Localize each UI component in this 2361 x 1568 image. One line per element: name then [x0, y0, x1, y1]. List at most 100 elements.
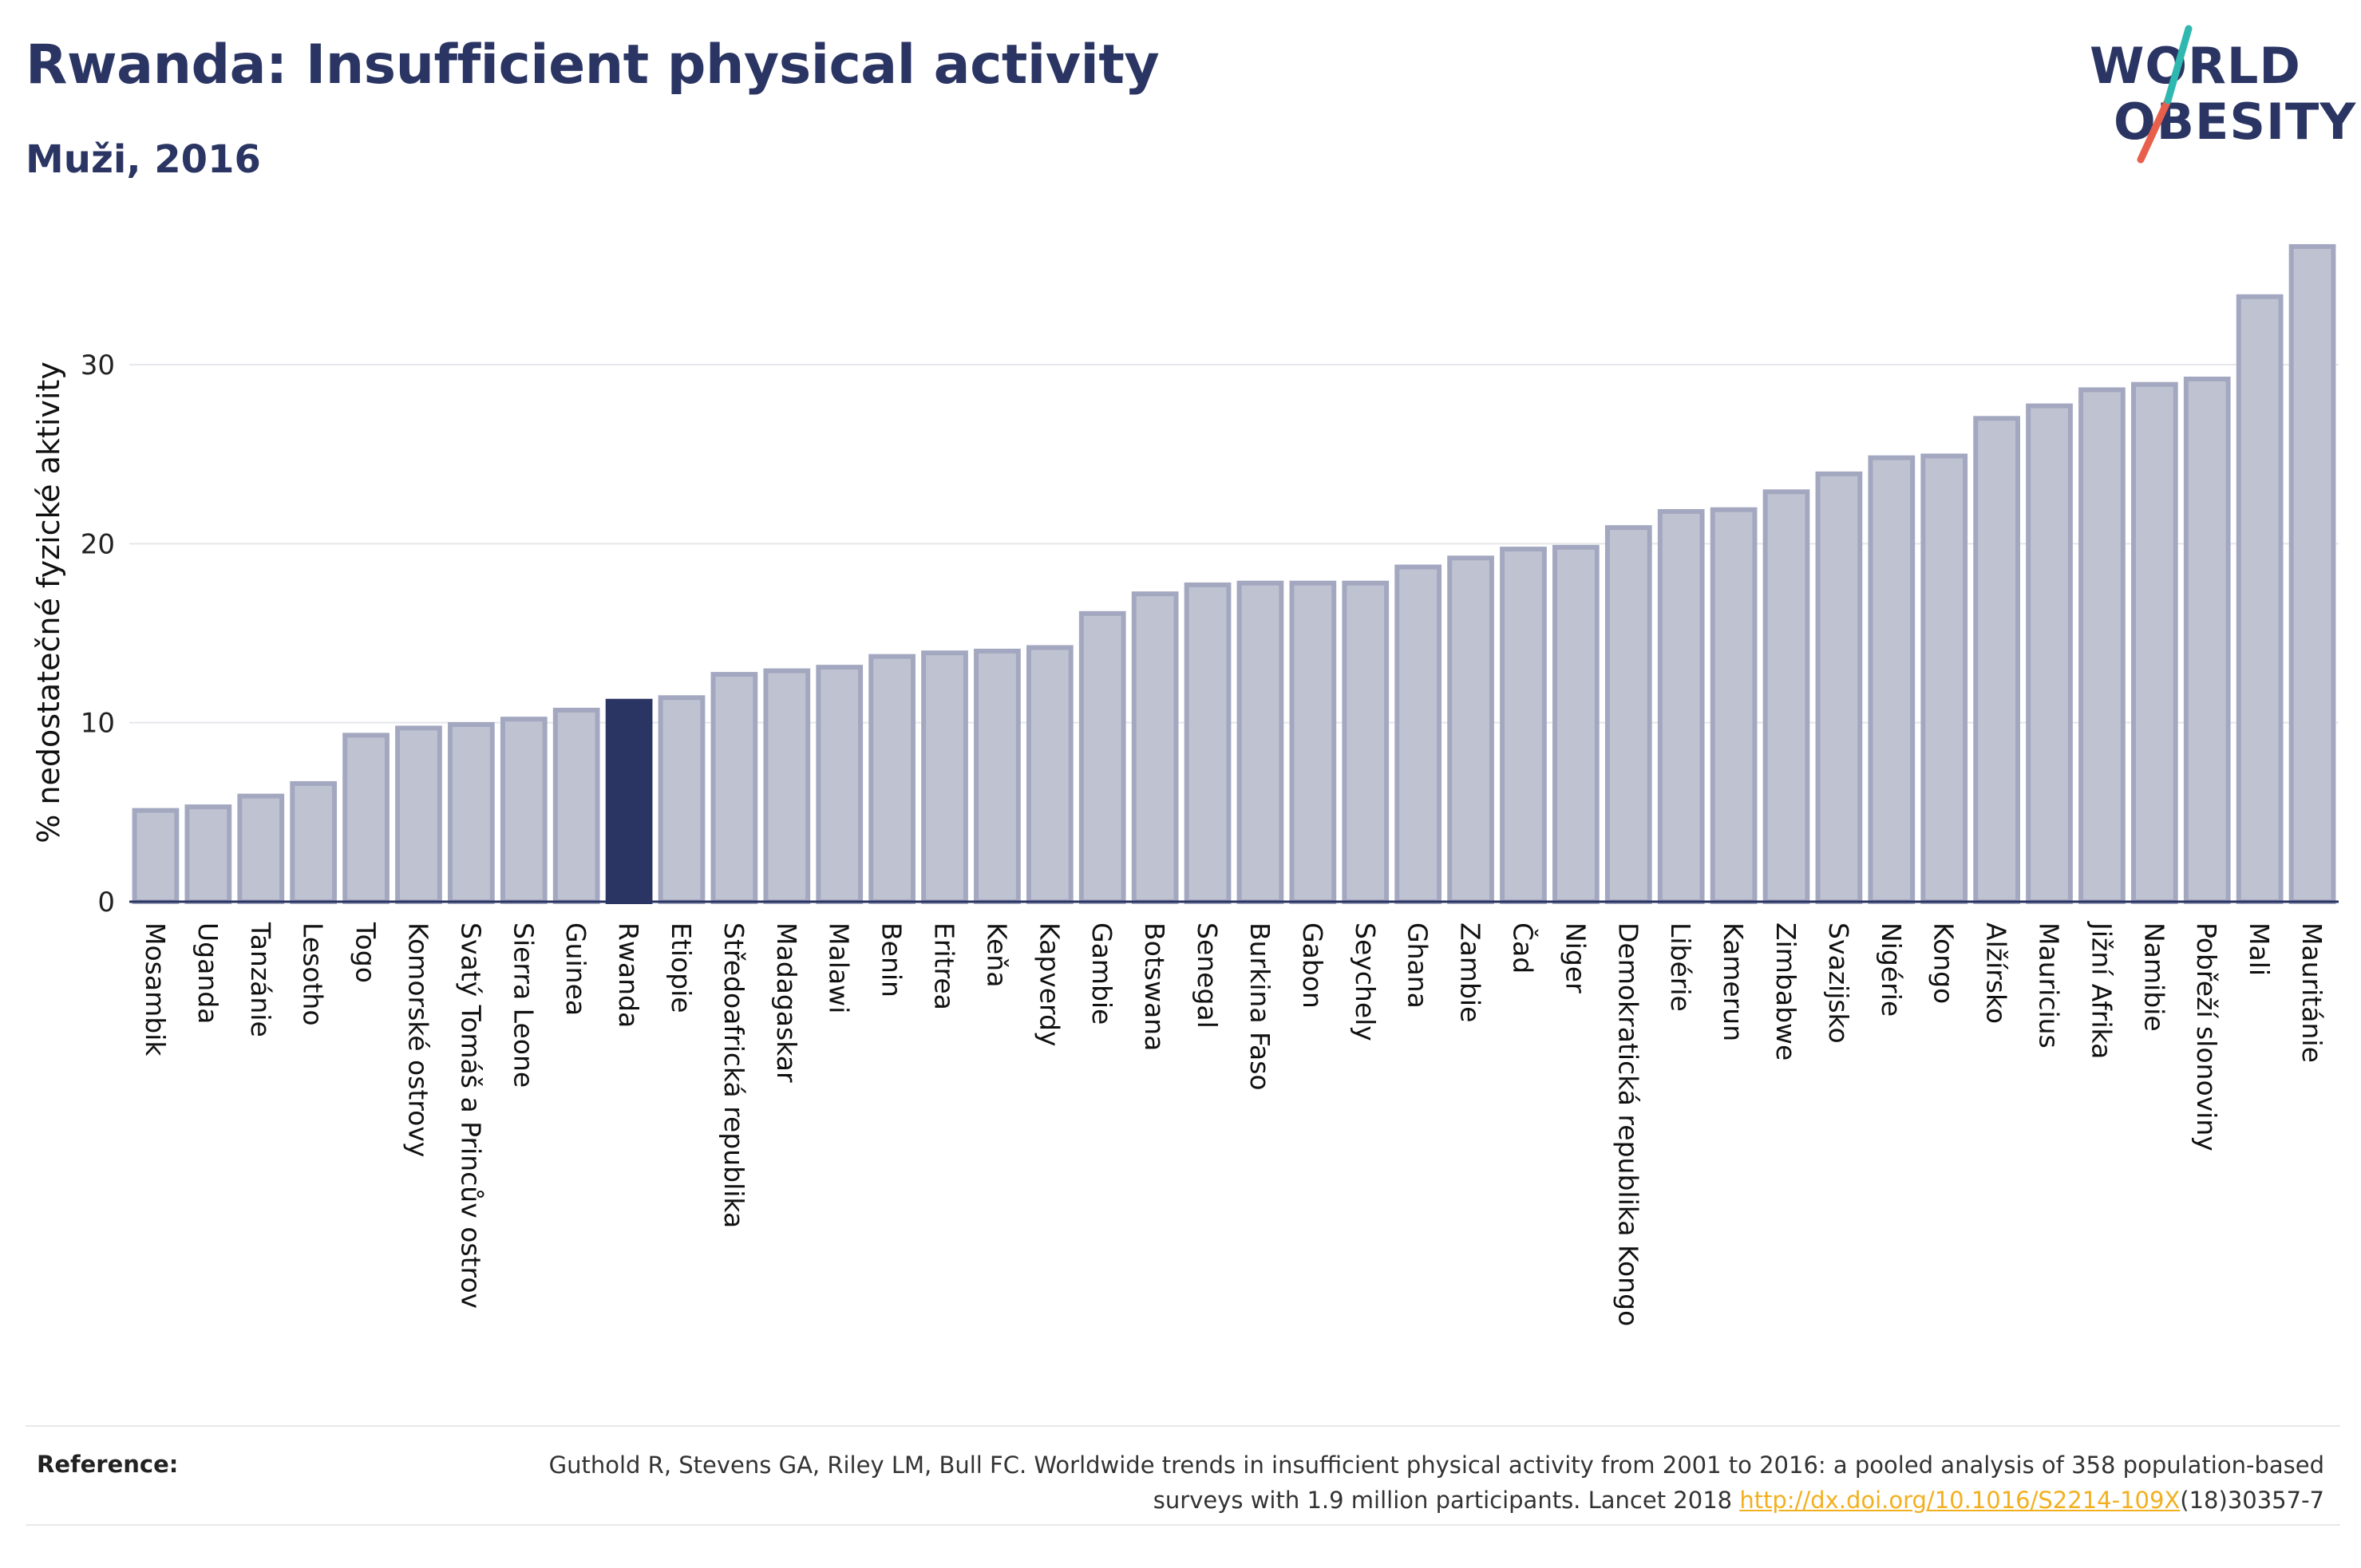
x-tick-label: Namibie: [2138, 922, 2169, 1032]
y-axis-title: % nedostatečné fyzické aktivity: [31, 361, 66, 843]
x-tick-label: Kapverdy: [1034, 922, 1065, 1047]
x-tick-label: Zambie: [1455, 922, 1486, 1022]
reference-label: Reference:: [37, 1451, 179, 1478]
x-tick-label: Kongo: [1928, 922, 1960, 1004]
logo-line2: OBESITY: [2114, 93, 2357, 151]
x-tick-label: Malawi: [824, 922, 855, 1013]
bar: [1184, 582, 1232, 904]
x-tick-label: Sierra Leone: [508, 922, 539, 1088]
x-tick-label: Jižní Afrika: [2086, 921, 2117, 1059]
bar: [658, 695, 706, 904]
x-tick-label: Eritrea: [929, 922, 960, 1010]
logo-slash-icon: [2137, 25, 2193, 164]
bar: [2288, 243, 2336, 904]
x-tick-label: Libérie: [1665, 922, 1696, 1012]
x-tick-label: Mosambik: [140, 922, 171, 1057]
bar: [2130, 381, 2178, 904]
bar: [342, 733, 390, 904]
bar: [816, 665, 864, 904]
x-tick-label: Tanzánie: [245, 922, 276, 1037]
bar: [1815, 471, 1863, 904]
x-tick-label: Pobřeží slonoviny: [2191, 922, 2222, 1151]
bar: [290, 780, 338, 904]
bar: [2236, 294, 2284, 904]
bar: [1710, 507, 1758, 904]
bar: [1289, 580, 1337, 904]
x-tick-label: Svazijsko: [1823, 922, 1854, 1044]
bar: [921, 650, 968, 905]
bar: [2183, 376, 2231, 904]
bar: [2026, 403, 2073, 904]
y-tick-label: 0: [97, 887, 115, 918]
x-tick-label: Mauricius: [2034, 922, 2065, 1049]
bar: [1868, 455, 1916, 904]
x-tick-label: Madagaskar: [771, 922, 802, 1083]
bar: [237, 793, 285, 904]
logo-line1: WORLD: [2090, 37, 2301, 95]
reference-text: Guthold R, Stevens GA, Riley LM, Bull FC…: [488, 1448, 2324, 1518]
bar: [974, 648, 1021, 904]
bar: [395, 725, 442, 904]
bar: [1604, 525, 1652, 904]
bar: [868, 654, 916, 904]
x-tick-label: Gambie: [1086, 922, 1117, 1025]
bar: [1078, 610, 1126, 904]
reference-doi-suffix: (18)30357-7: [2180, 1487, 2324, 1514]
bar: [1447, 555, 1494, 904]
world-obesity-logo: WORLD OBESITY: [2083, 24, 2355, 168]
x-tick-label: Botswana: [1139, 922, 1170, 1051]
bar: [1920, 453, 1968, 904]
x-tick-label: Keňa: [981, 922, 1012, 987]
divider-top: [26, 1425, 2340, 1427]
bar: [710, 672, 758, 904]
x-tick-label: Čad: [1507, 922, 1539, 974]
x-tick-label: Lesotho: [298, 922, 329, 1026]
x-tick-label: Etiopie: [666, 922, 697, 1013]
bar: [132, 808, 180, 905]
y-tick-label: 20: [81, 528, 115, 560]
y-tick-label: 10: [81, 708, 115, 740]
bar: [1236, 580, 1284, 904]
reference-doi-link[interactable]: http://dx.doi.org/10.1016/S2214-109X: [1739, 1487, 2181, 1514]
bar: [184, 804, 232, 904]
divider-bottom: [26, 1524, 2340, 1526]
x-tick-label: Burkina Faso: [1244, 922, 1275, 1091]
x-tick-label: Rwanda: [613, 922, 644, 1028]
bar-highlight: [605, 698, 653, 905]
bar: [1026, 645, 1074, 904]
x-tick-label: Togo: [350, 922, 382, 983]
reference-citation: Guthold R, Stevens GA, Riley LM, Bull FC…: [548, 1451, 2324, 1514]
x-tick-label: Středoafrická republika: [718, 922, 749, 1228]
x-tick-label: Demokratická republika Kongo: [1612, 922, 1643, 1326]
x-tick-label: Zimbabwe: [1770, 922, 1801, 1060]
bar: [1973, 416, 2020, 904]
bar-chart: 0 10 20 30 Mosambik Uganda Tanzánie Lesotho Togo…: [31, 243, 2339, 1326]
y-tick-label: 30: [81, 350, 115, 381]
bar: [1500, 547, 1547, 904]
bar: [1394, 564, 1442, 904]
bar: [552, 707, 600, 904]
x-tick-label: Niger: [1560, 922, 1591, 993]
page-subtitle: Muži, 2016: [26, 137, 261, 182]
x-tick-label: Guinea: [560, 922, 591, 1016]
x-tick-label: Nigérie: [1876, 922, 1907, 1017]
bar: [1552, 544, 1600, 904]
bar: [1131, 591, 1179, 904]
page-title: Rwanda: Insufficient physical activity: [26, 34, 1160, 97]
bar: [1657, 508, 1705, 904]
x-tick-label: Senegal: [1192, 922, 1223, 1029]
x-tick-label: Mauritánie: [2296, 922, 2327, 1063]
bar: [448, 721, 495, 905]
bar: [1762, 489, 1810, 904]
x-tick-label: Alžírsko: [1981, 922, 2012, 1024]
x-tick-label: Ghana: [1402, 922, 1434, 1009]
bar: [500, 717, 548, 905]
x-tick-label: Benin: [876, 922, 908, 997]
bar: [2078, 387, 2126, 904]
x-tick-label: Seychely: [1350, 922, 1381, 1041]
x-tick-label: Uganda: [192, 922, 223, 1024]
bar: [1342, 580, 1390, 904]
x-tick-label: Komorské ostrovy: [402, 922, 433, 1157]
x-tick-label: Gabon: [1297, 922, 1328, 1009]
x-tick-label: Mali: [2244, 922, 2275, 976]
